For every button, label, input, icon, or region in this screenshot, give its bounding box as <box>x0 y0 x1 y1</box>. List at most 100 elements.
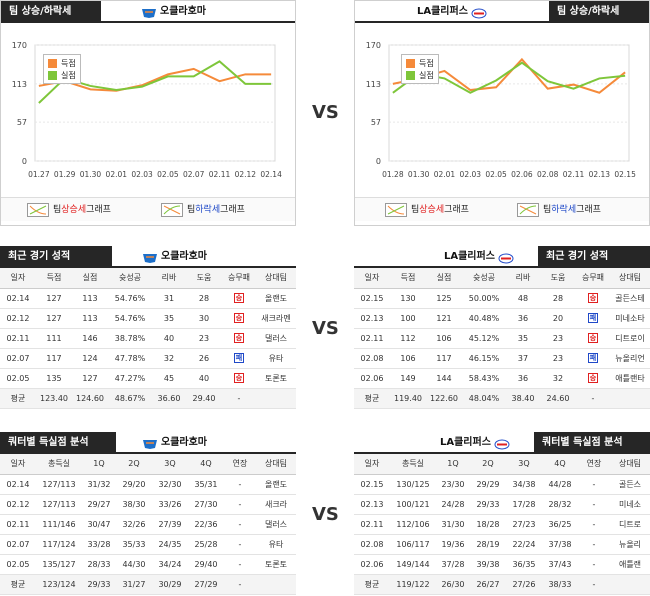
table-cell: 38.40 <box>506 388 540 409</box>
table-cell: 130/125 <box>390 474 436 495</box>
left-trend-panel: 팀 상승/하락세 오클라호마 170 113 57 0 01.27 01.29 01.30 0… <box>0 0 296 226</box>
table-cell: 댈러스 <box>256 514 296 535</box>
y-tick-label: 0 <box>22 157 27 166</box>
x-tick-label: 02.05 <box>157 170 179 179</box>
clippers-logo-icon <box>494 437 510 449</box>
table-cell: 02.06 <box>354 368 390 389</box>
column-header: 상대팀 <box>256 268 296 289</box>
table-cell: 02.12 <box>0 494 36 515</box>
x-tick-label: 02.11 <box>209 170 231 179</box>
right-downtrend-button[interactable]: 팀 하락세 그래프 <box>517 202 601 218</box>
table-cell: - <box>578 534 610 555</box>
table-cell: - <box>224 534 256 555</box>
right-uptrend-button[interactable]: 팀 상승세 그래프 <box>385 202 469 218</box>
table-cell: 패 <box>222 348 256 369</box>
table-row: 02.15 130/125 23/30 29/29 34/38 44/28- 골든스 <box>354 474 650 495</box>
right-team-name: LA클리퍼스 <box>440 432 513 454</box>
scored-swatch <box>406 58 415 68</box>
table-cell: 토론토 <box>256 368 296 389</box>
table-cell: 새크라 <box>256 494 296 515</box>
table-cell: 27/23 <box>506 514 542 535</box>
table-cell: 24/28 <box>436 494 470 515</box>
table-cell: - <box>224 554 256 575</box>
thunder-logo-icon <box>142 437 158 449</box>
table-cell: 36/35 <box>506 554 542 575</box>
table-cell: 36 <box>506 368 540 389</box>
table-cell: 31/27 <box>116 574 152 595</box>
table-cell: 29/29 <box>470 474 506 495</box>
win-badge: 승 <box>234 313 244 323</box>
column-header: 일자 <box>354 454 390 475</box>
table-cell: 올랜도 <box>256 474 296 495</box>
win-badge: 승 <box>234 333 244 343</box>
table-cell: 패 <box>576 308 610 329</box>
right-chart-legend: 득점 실점 <box>401 54 439 84</box>
table-row: 02.05 135/127 28/33 44/30 34/24 29/40- 토론토 <box>0 554 296 575</box>
downtrend-graph-icon <box>161 203 183 217</box>
table-cell: 106 <box>426 328 462 349</box>
table-cell: 112/106 <box>390 514 436 535</box>
y-tick-label: 0 <box>376 157 381 166</box>
table-cell: 47.27% <box>108 368 152 389</box>
table-cell: 02.14 <box>0 474 36 495</box>
quarter-tab-label: 쿼터별 득실점 분석 <box>0 432 116 454</box>
table-cell: 디트로 <box>610 514 650 535</box>
table-cell: 44/30 <box>116 554 152 575</box>
table-cell: 46.15% <box>462 348 506 369</box>
table-cell: 평균 <box>0 388 36 409</box>
table-cell: 135/127 <box>36 554 82 575</box>
table-cell: 뉴올리언 <box>610 348 650 369</box>
y-tick-label: 170 <box>12 41 27 50</box>
right-recent-header: LA클리퍼스 최근 경기 성적 <box>354 246 650 268</box>
conceded-swatch <box>406 70 415 80</box>
table-cell: 54.76% <box>108 288 152 309</box>
left-uptrend-button[interactable]: 팀 상승세 그래프 <box>27 202 111 218</box>
table-cell: 18/28 <box>470 514 506 535</box>
table-cell: 31/30 <box>436 514 470 535</box>
left-trend-header: 팀 상승/하락세 오클라호마 <box>1 1 295 23</box>
table-cell: 50.00% <box>462 288 506 309</box>
table-row: 02.08 106 117 46.15% 37 23 패 뉴올리언 <box>354 348 650 369</box>
table-cell: 29/33 <box>470 494 506 515</box>
table-cell: - <box>576 388 610 409</box>
uptrend-graph-icon <box>27 203 49 217</box>
column-header: 일자 <box>0 454 36 475</box>
right-trend-panel: LA클리퍼스 팀 상승/하락세 170 113 57 0 01.28 01.30 02.01… <box>354 0 650 226</box>
x-tick-label: 01.28 <box>382 170 404 179</box>
table-cell: 02.11 <box>354 514 390 535</box>
table-cell: 35/33 <box>116 534 152 555</box>
table-cell: 29/40 <box>188 554 224 575</box>
column-header: 득점 <box>36 268 72 289</box>
column-header: 상대팀 <box>610 268 650 289</box>
table-cell: - <box>224 474 256 495</box>
table-cell: 127 <box>36 308 72 329</box>
x-tick-label: 01.29 <box>54 170 76 179</box>
column-header: 리바 <box>506 268 540 289</box>
left-trend-chart: 170 113 57 001.27 01.29 01.30 02.01 02.03 02.05 0… <box>12 41 282 179</box>
left-downtrend-button[interactable]: 팀 하락세 그래프 <box>161 202 245 218</box>
table-cell: 127/113 <box>36 494 82 515</box>
table-cell: 23/30 <box>436 474 470 495</box>
table-cell: 33/26 <box>152 494 188 515</box>
table-cell: 미네소타 <box>610 308 650 329</box>
table-row: 02.14 127/113 31/32 29/20 32/30 35/31- 올랜도 <box>0 474 296 495</box>
legend-scored: 득점 <box>419 58 434 68</box>
column-header: 1Q <box>82 454 116 475</box>
table-cell: 38/33 <box>542 574 578 595</box>
table-cell: 평균 <box>0 574 36 595</box>
table-cell: 40 <box>186 368 222 389</box>
table-cell: 37/28 <box>436 554 470 575</box>
table-cell: - <box>222 388 256 409</box>
table-row: 02.15 130 125 50.00% 48 28 승 골든스테 <box>354 288 650 309</box>
table-cell: 02.13 <box>354 308 390 329</box>
table-cell: 100 <box>390 308 426 329</box>
table-row: 02.11 112/106 31/30 18/28 27/23 36/25- 디트로 <box>354 514 650 535</box>
table-cell: 35/31 <box>188 474 224 495</box>
table-cell: 02.15 <box>354 474 390 495</box>
table-cell: 111 <box>36 328 72 349</box>
table-row: 02.11 111/146 30/47 32/26 27/39 22/36- 댈러스 <box>0 514 296 535</box>
table-cell: 애틀랜타 <box>610 368 650 389</box>
table-cell: 54.76% <box>108 308 152 329</box>
left-recent-table: 일자 득점 실점 슛성공 리바 도움 승무패 상대팀 02.14 127 113 54.76% 31 28… <box>0 268 296 409</box>
table-cell: 149/144 <box>390 554 436 575</box>
